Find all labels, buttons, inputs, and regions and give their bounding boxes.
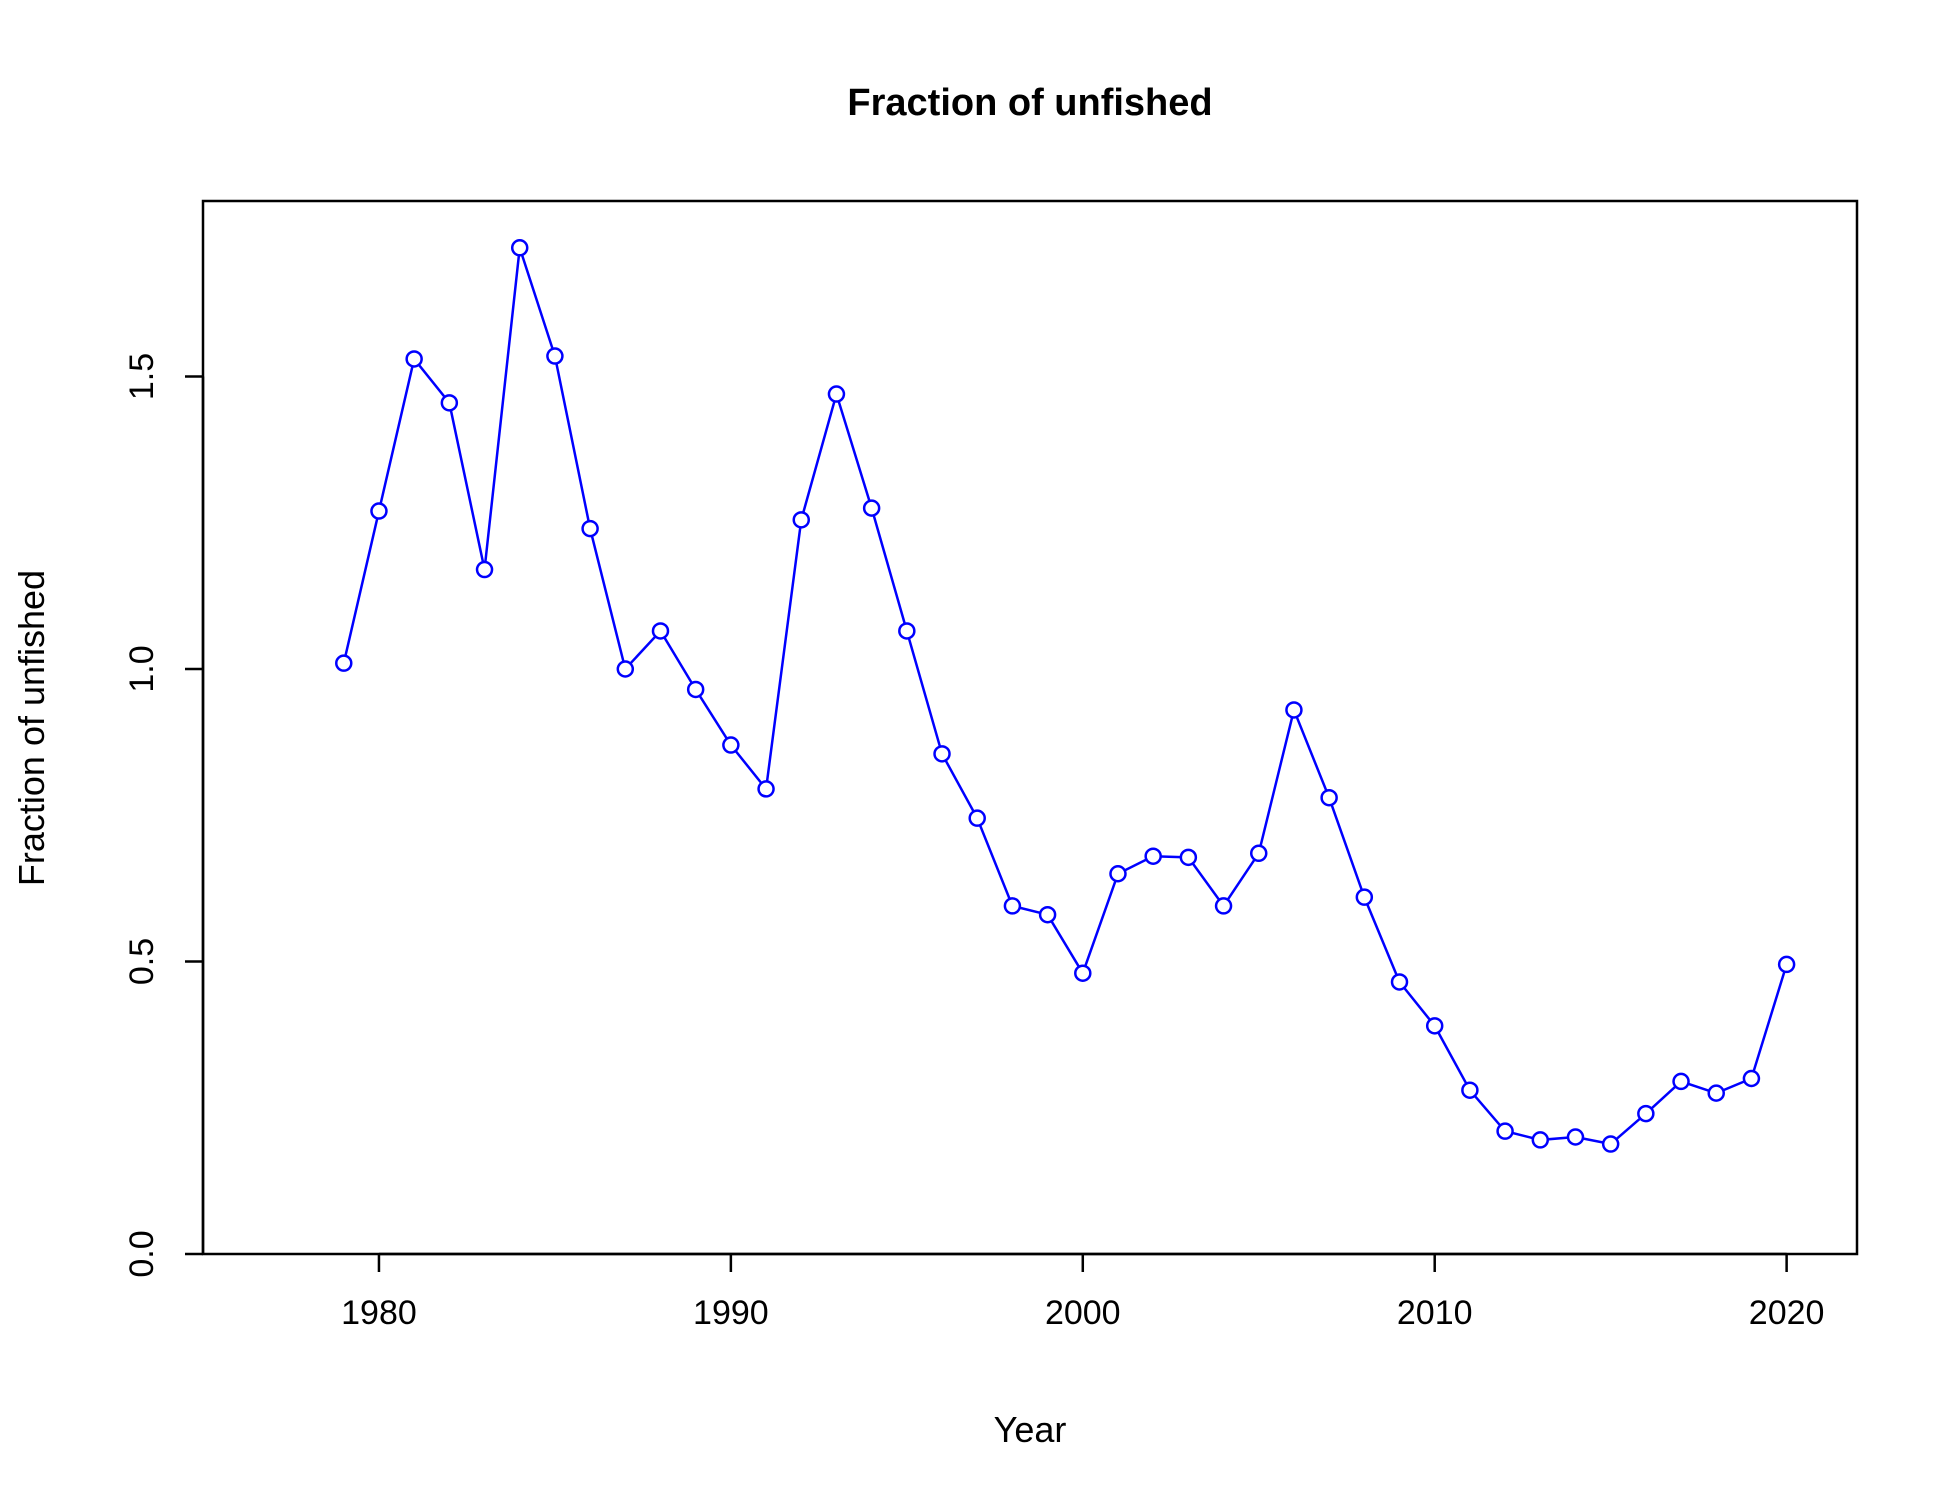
data-point <box>686 680 705 699</box>
x-tick-label: 2000 <box>1045 1294 1121 1332</box>
data-point <box>1637 1104 1655 1123</box>
data-point <box>651 622 670 640</box>
data-point <box>1109 865 1127 883</box>
data-point <box>1320 788 1338 807</box>
data-point <box>475 560 494 579</box>
data-point <box>405 350 423 368</box>
data-point <box>1566 1128 1585 1146</box>
data-point <box>581 519 599 538</box>
data-point <box>546 347 564 365</box>
y-axis-label: Fraction of unfished <box>11 570 52 886</box>
data-point <box>1390 973 1409 991</box>
data-point <box>757 780 775 798</box>
data-point <box>1707 1084 1725 1102</box>
series-0 <box>335 239 1796 1153</box>
chart-title: Fraction of unfished <box>847 82 1212 124</box>
data-point <box>335 654 353 672</box>
data-point <box>1038 905 1057 924</box>
data-point <box>933 745 951 763</box>
data-point <box>1144 847 1162 865</box>
plot-frame <box>201 199 1859 1256</box>
data-point <box>1214 897 1233 915</box>
data-point <box>968 809 986 827</box>
data-point <box>898 622 916 640</box>
data-point <box>1425 1017 1444 1035</box>
data-point <box>827 385 846 403</box>
data-point <box>1179 848 1198 867</box>
data-point <box>616 660 635 678</box>
data-point <box>1003 897 1022 915</box>
series-line <box>342 247 1788 1146</box>
data-point <box>1496 1122 1514 1140</box>
data-point <box>1742 1069 1761 1088</box>
data-point <box>1074 964 1092 982</box>
data-point <box>1777 955 1796 974</box>
data-point <box>510 239 529 257</box>
data-point <box>370 502 388 520</box>
data-point <box>1355 888 1374 906</box>
data-point <box>1461 1081 1479 1099</box>
y-tick-label: 0.5 <box>123 938 161 985</box>
data-point <box>1285 701 1303 719</box>
data-point <box>722 736 740 754</box>
x-axis-label: Year <box>994 1409 1067 1450</box>
y-tick-label: 1.5 <box>123 353 161 400</box>
y-axis: 0.0 0.5 1.0 1.5 <box>123 353 205 1278</box>
data-point <box>862 499 881 517</box>
x-tick-label: 2010 <box>1397 1294 1473 1332</box>
data-point <box>440 394 459 412</box>
series-layer <box>335 239 1796 1153</box>
x-axis: 1980 1990 2000 2010 2020 <box>341 1252 1825 1332</box>
x-tick-label: 1980 <box>341 1294 417 1332</box>
data-point <box>1249 844 1268 863</box>
data-point <box>1672 1072 1690 1091</box>
x-tick-label: 1990 <box>693 1294 769 1332</box>
data-point <box>792 511 811 529</box>
y-tick-label: 0.0 <box>123 1230 161 1277</box>
x-tick-label: 2020 <box>1749 1294 1825 1332</box>
y-tick-label: 1.0 <box>123 645 161 692</box>
data-point <box>1601 1135 1620 1153</box>
data-point <box>1531 1131 1550 1149</box>
